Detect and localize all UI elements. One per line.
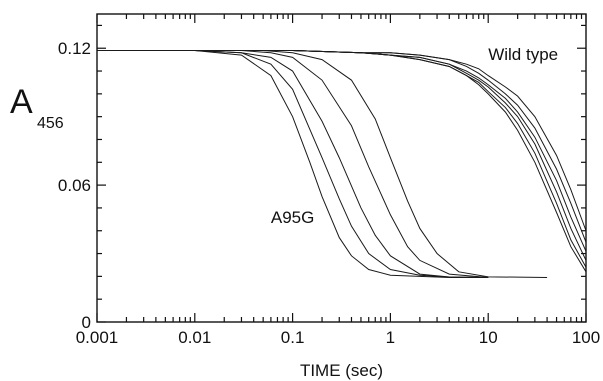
series-line-wild-type-5 [97,50,587,273]
x-tick-label: 1 [386,328,395,347]
x-tick-label: 100 [572,328,600,347]
annotation-a95g: A95G [271,208,314,227]
series-line-a95g-0 [97,50,489,279]
y-axis-label: A [10,83,33,121]
series-line-a95g-1 [97,50,489,279]
x-tick-label: 0.001 [76,328,119,347]
x-tick-label: 10 [479,328,498,347]
x-tick-label: 0.01 [178,328,211,347]
plot-frame [96,13,587,323]
series-line-wild-type-10 [97,50,587,231]
series-line-a95g-4 [97,50,548,279]
series-line-wild-type-7 [97,50,587,261]
series-lines [97,50,587,279]
series-line-wild-type-8 [97,50,587,252]
series-line-wild-type-9 [97,50,587,243]
y-tick-label: 0.06 [58,176,91,195]
series-line-a95g-2 [97,50,489,279]
x-axis-label: TIME (sec) [300,361,383,380]
x-tick-label: 0.1 [281,328,305,347]
y-tick-label: 0.12 [58,39,91,58]
axis-ticks [96,14,587,323]
axis-tick-labels: 0.001 0.01 0.1 1 10 100 0 0.06 0.12 [58,39,600,347]
y-axis-label-subscript: 456 [37,115,64,132]
annotation-wild-type: Wild type [488,45,558,64]
series-line-wild-type-6 [97,50,587,268]
y-tick-label: 0 [82,313,91,332]
series-line-a95g-3 [97,50,489,279]
